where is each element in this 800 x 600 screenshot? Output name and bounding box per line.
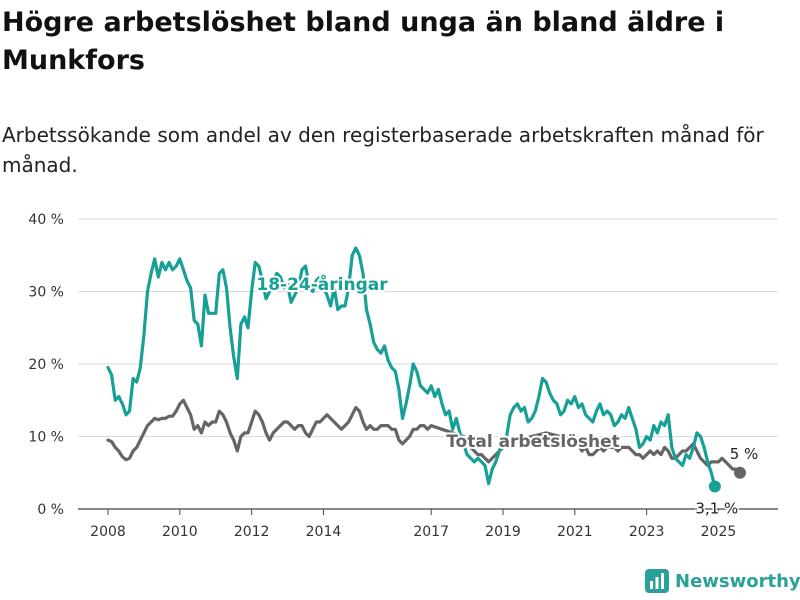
chart-title: Högre arbetslöshet bland unga än bland ä… (2, 7, 725, 76)
x-tick-label: 2019 (485, 524, 521, 540)
series-end-dot (734, 466, 746, 479)
brand-name: Newsworthy (675, 570, 800, 592)
x-tick-label: 2010 (162, 524, 198, 540)
newsworthy-logo[interactable]: Newsworthy (645, 569, 800, 593)
chart-subtitle: Arbetssökande som andel av den registerb… (2, 123, 764, 177)
x-tick-label: 2012 (234, 524, 270, 540)
x-tick-label: 2017 (413, 524, 449, 540)
x-tick-label: 2021 (557, 524, 593, 540)
x-tick-label: 2008 (90, 524, 126, 540)
y-axis-ticks: 0 % 10 % 20 % 30 % 40 % (28, 212, 64, 518)
y-tick-label: 20 % (28, 357, 64, 373)
series-lines (106, 246, 746, 493)
x-tick-label: 2025 (701, 524, 737, 540)
series-label-youth: 18-24-åringar (256, 273, 388, 295)
series-line (106, 398, 742, 475)
x-tick-label: 2014 (306, 524, 342, 540)
grid-lines (78, 218, 778, 510)
series-end-dot (708, 480, 721, 493)
y-tick-label: 40 % (28, 212, 64, 228)
end-value-label-total: 5 % (730, 445, 759, 463)
y-tick-label: 30 % (28, 285, 64, 301)
series-label-total: Total arbetslöshet (446, 432, 620, 452)
series-line (106, 246, 717, 489)
end-value-label-youth: 3,1 % (695, 500, 738, 518)
x-axis-ticks: 2008 2010 2012 2014 2017 2019 2021 2023 2025 (90, 509, 736, 540)
series-labels: 18-24-åringar Total arbetslöshet 5 % 3,1 % (254, 271, 759, 519)
x-tick-label: 2023 (629, 524, 665, 540)
y-tick-label: 10 % (28, 430, 64, 446)
bar-chart-icon (645, 569, 669, 593)
y-tick-label: 0 % (37, 502, 64, 518)
